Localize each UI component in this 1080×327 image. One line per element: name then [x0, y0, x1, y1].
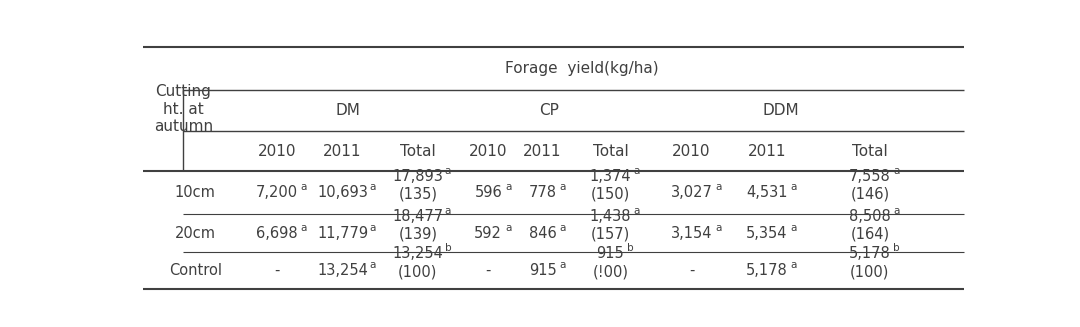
Text: Control: Control — [168, 263, 221, 278]
Text: (150): (150) — [591, 187, 630, 201]
Text: a: a — [300, 223, 307, 232]
Text: -: - — [486, 263, 491, 278]
Text: 10,693: 10,693 — [318, 185, 368, 200]
Text: Forage  yield(kg/ha): Forage yield(kg/ha) — [505, 61, 659, 76]
Text: a: a — [893, 206, 900, 216]
Text: (139): (139) — [399, 227, 437, 242]
Text: (!00): (!00) — [593, 264, 629, 279]
Text: a: a — [559, 223, 566, 232]
Text: a: a — [559, 182, 566, 192]
Text: 10cm: 10cm — [175, 185, 216, 200]
Text: 8,508: 8,508 — [849, 209, 891, 224]
Text: a: a — [445, 166, 451, 176]
Text: b: b — [893, 243, 900, 253]
Text: (164): (164) — [850, 227, 890, 242]
Text: 7,200: 7,200 — [256, 185, 298, 200]
Text: b: b — [627, 243, 634, 253]
Text: 1,374: 1,374 — [590, 169, 631, 184]
Text: a: a — [559, 260, 566, 270]
Text: Total: Total — [593, 144, 629, 159]
Text: a: a — [445, 206, 451, 216]
Text: 7,558: 7,558 — [849, 169, 891, 184]
Text: a: a — [369, 223, 376, 232]
Text: a: a — [634, 166, 640, 176]
Text: 2010: 2010 — [673, 144, 711, 159]
Text: -: - — [274, 263, 280, 278]
Text: a: a — [505, 223, 511, 232]
Text: a: a — [791, 223, 797, 232]
Text: 5,178: 5,178 — [746, 263, 787, 278]
Text: a: a — [505, 182, 511, 192]
Text: 6,698: 6,698 — [256, 226, 298, 241]
Text: 2011: 2011 — [524, 144, 562, 159]
Text: 13,254: 13,254 — [392, 246, 444, 261]
Text: 2011: 2011 — [323, 144, 362, 159]
Text: DDM: DDM — [762, 103, 799, 118]
Text: 3,027: 3,027 — [671, 185, 713, 200]
Text: 18,477: 18,477 — [392, 209, 444, 224]
Text: 915: 915 — [529, 263, 556, 278]
Text: 778: 778 — [528, 185, 556, 200]
Text: 17,893: 17,893 — [392, 169, 444, 184]
Text: (135): (135) — [399, 187, 437, 201]
Text: 596: 596 — [474, 185, 502, 200]
Text: 1,438: 1,438 — [590, 209, 631, 224]
Text: 3,154: 3,154 — [671, 226, 713, 241]
Text: 2010: 2010 — [469, 144, 508, 159]
Text: 5,178: 5,178 — [849, 246, 891, 261]
Text: Cutting
ht. at
autumn: Cutting ht. at autumn — [154, 84, 213, 134]
Text: (157): (157) — [591, 227, 630, 242]
Text: 4,531: 4,531 — [746, 185, 787, 200]
Text: Total: Total — [400, 144, 436, 159]
Text: 11,779: 11,779 — [318, 226, 368, 241]
Text: a: a — [893, 166, 900, 176]
Text: 13,254: 13,254 — [318, 263, 368, 278]
Text: CP: CP — [539, 103, 559, 118]
Text: a: a — [715, 223, 721, 232]
Text: 915: 915 — [596, 246, 624, 261]
Text: 592: 592 — [474, 226, 502, 241]
Text: 2011: 2011 — [747, 144, 786, 159]
Text: 2010: 2010 — [258, 144, 297, 159]
Text: a: a — [634, 206, 640, 216]
Text: (146): (146) — [850, 187, 890, 201]
Text: 846: 846 — [529, 226, 556, 241]
Text: (100): (100) — [850, 264, 890, 279]
Text: a: a — [369, 260, 376, 270]
Text: DM: DM — [335, 103, 360, 118]
Text: a: a — [369, 182, 376, 192]
Text: a: a — [715, 182, 721, 192]
Text: a: a — [791, 260, 797, 270]
Text: 5,354: 5,354 — [746, 226, 787, 241]
Text: a: a — [791, 182, 797, 192]
Text: a: a — [300, 182, 307, 192]
Text: -: - — [689, 263, 694, 278]
Text: (100): (100) — [399, 264, 437, 279]
Text: 20cm: 20cm — [175, 226, 216, 241]
Text: Total: Total — [852, 144, 888, 159]
Text: b: b — [445, 243, 451, 253]
